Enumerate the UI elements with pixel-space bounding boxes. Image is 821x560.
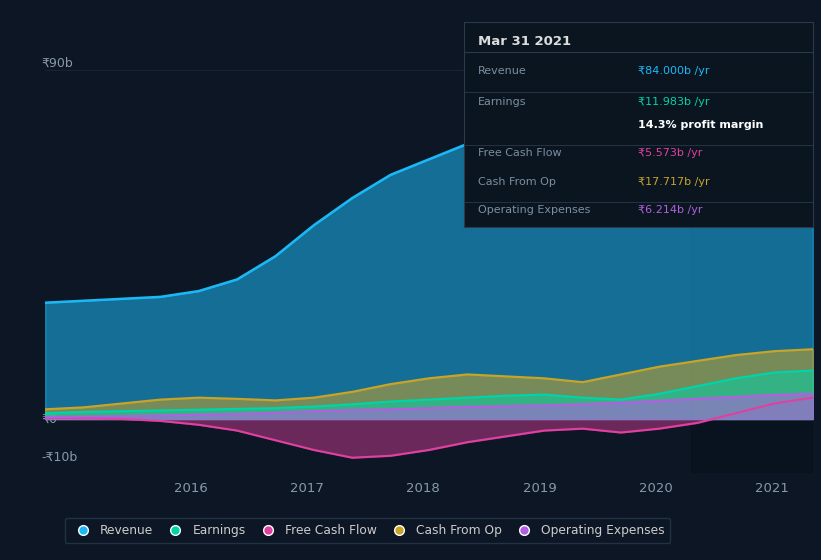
Text: ₹17.717b /yr: ₹17.717b /yr xyxy=(639,177,710,187)
Text: Mar 31 2021: Mar 31 2021 xyxy=(478,35,571,48)
Text: Revenue: Revenue xyxy=(478,67,526,77)
Text: ₹84.000b /yr: ₹84.000b /yr xyxy=(639,67,710,77)
Text: ₹90b: ₹90b xyxy=(41,57,73,70)
Legend: Revenue, Earnings, Free Cash Flow, Cash From Op, Operating Expenses: Revenue, Earnings, Free Cash Flow, Cash … xyxy=(65,518,671,543)
Text: Free Cash Flow: Free Cash Flow xyxy=(478,148,562,158)
Text: ₹5.573b /yr: ₹5.573b /yr xyxy=(639,148,703,158)
Text: ₹11.983b /yr: ₹11.983b /yr xyxy=(639,97,710,107)
Text: ₹0: ₹0 xyxy=(41,413,57,426)
Text: Operating Expenses: Operating Expenses xyxy=(478,206,590,216)
Bar xyxy=(690,39,813,473)
Text: -₹10b: -₹10b xyxy=(41,451,77,464)
Text: ₹6.214b /yr: ₹6.214b /yr xyxy=(639,206,703,216)
Text: Earnings: Earnings xyxy=(478,97,526,107)
Text: 14.3% profit margin: 14.3% profit margin xyxy=(639,120,764,129)
Text: Cash From Op: Cash From Op xyxy=(478,177,556,187)
